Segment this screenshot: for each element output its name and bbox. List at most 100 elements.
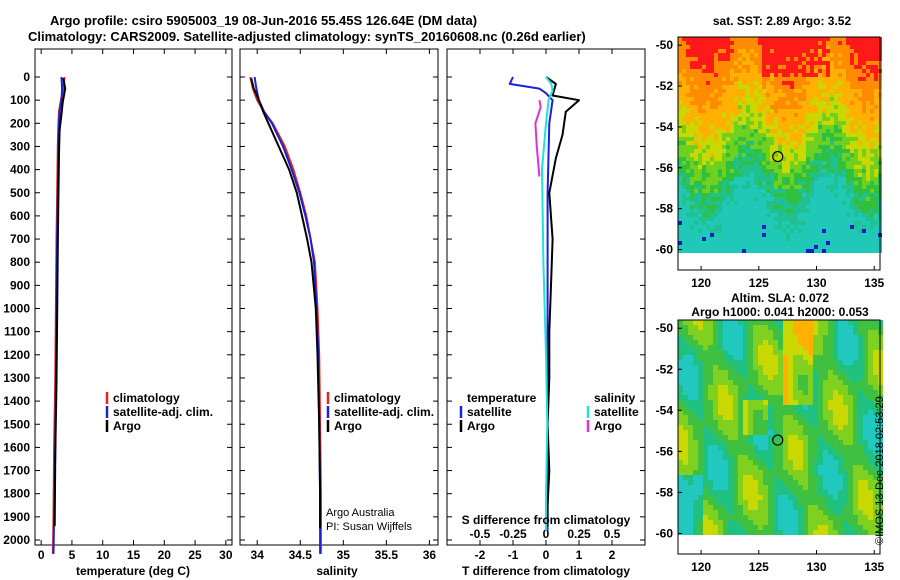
sst-cell bbox=[806, 165, 810, 169]
sst-cell bbox=[710, 97, 714, 101]
sst-cell bbox=[802, 85, 806, 89]
sst-cell bbox=[810, 145, 814, 149]
sst-cell bbox=[794, 245, 798, 249]
sst-cell bbox=[754, 193, 758, 197]
sst-cell bbox=[798, 97, 802, 101]
sst-cell bbox=[734, 137, 738, 141]
sla-cell bbox=[678, 515, 683, 520]
sst-cell bbox=[838, 137, 842, 141]
sst-cell bbox=[746, 169, 750, 173]
sst-cell bbox=[742, 173, 746, 177]
sla-cell bbox=[758, 380, 763, 385]
sla-cell bbox=[833, 455, 838, 460]
sla-cell bbox=[838, 505, 843, 510]
sst-cell bbox=[718, 201, 722, 205]
sst-cell bbox=[742, 121, 746, 125]
sst-cell bbox=[794, 205, 798, 209]
sla-cell bbox=[723, 490, 728, 495]
sla-cell bbox=[708, 405, 713, 410]
sst-cell bbox=[838, 245, 842, 249]
sst-cell bbox=[750, 229, 754, 233]
sst-cell bbox=[678, 197, 682, 201]
sst-cell bbox=[742, 237, 746, 241]
sla-cell bbox=[743, 350, 748, 355]
sla-cell bbox=[813, 455, 818, 460]
sst-cell bbox=[778, 61, 782, 65]
sst-cell bbox=[794, 129, 798, 133]
sla-cell bbox=[823, 510, 828, 515]
sla-cell bbox=[813, 445, 818, 450]
sst-cell bbox=[814, 85, 818, 89]
sst-cell bbox=[694, 257, 698, 261]
sla-cell bbox=[738, 425, 743, 430]
sst-cell bbox=[698, 69, 702, 73]
sst-cell bbox=[742, 185, 746, 189]
sla-cell bbox=[833, 360, 838, 365]
sla-cell bbox=[783, 480, 788, 485]
sst-cell bbox=[782, 197, 786, 201]
sla-cell bbox=[873, 470, 878, 475]
sla-cell bbox=[798, 460, 803, 465]
sst-cell bbox=[774, 229, 778, 233]
sst-cell bbox=[678, 269, 682, 273]
x-tick-label: 30 bbox=[219, 548, 233, 562]
sla-cell bbox=[803, 440, 808, 445]
sst-cell bbox=[822, 169, 826, 173]
sla-cell bbox=[823, 445, 828, 450]
sst-cell bbox=[758, 49, 762, 53]
sla-cell bbox=[743, 375, 748, 380]
sla-cell bbox=[753, 470, 758, 475]
sst-cell bbox=[734, 113, 738, 117]
sst-cell bbox=[738, 217, 742, 221]
sla-cell bbox=[733, 420, 738, 425]
legend-label-climatology: climatology bbox=[113, 391, 180, 405]
sst-cell bbox=[850, 113, 854, 117]
sla-cell bbox=[843, 320, 848, 325]
sst-cell bbox=[746, 61, 750, 65]
sst-cell bbox=[806, 37, 810, 41]
sla-cell bbox=[708, 500, 713, 505]
sst-cell bbox=[698, 253, 702, 257]
sst-cell bbox=[774, 129, 778, 133]
sla-cell bbox=[813, 340, 818, 345]
sla-cell bbox=[843, 520, 848, 525]
sla-cell bbox=[828, 510, 833, 515]
sst-cell bbox=[778, 261, 782, 265]
sst-cell bbox=[874, 201, 878, 205]
sla-cell bbox=[853, 410, 858, 415]
sst-cell bbox=[786, 269, 790, 273]
sst-cell bbox=[746, 69, 750, 73]
sla-cell bbox=[873, 460, 878, 465]
sst-cell bbox=[754, 77, 758, 81]
sla-cell bbox=[708, 470, 713, 475]
sst-cell bbox=[770, 85, 774, 89]
sst-cell bbox=[726, 141, 730, 145]
sst-cell bbox=[698, 49, 702, 53]
sla-cell bbox=[798, 370, 803, 375]
sst-cell bbox=[866, 261, 870, 265]
sst-cell bbox=[810, 97, 814, 101]
sla-cell bbox=[788, 445, 793, 450]
sla-cell bbox=[708, 340, 713, 345]
sla-cell bbox=[693, 440, 698, 445]
sst-cell bbox=[714, 189, 718, 193]
sla-cell bbox=[778, 495, 783, 500]
sla-cell bbox=[843, 490, 848, 495]
sst-cell bbox=[866, 105, 870, 109]
sst-cell bbox=[742, 149, 746, 153]
sla-cell bbox=[733, 360, 738, 365]
sst-cell bbox=[706, 49, 710, 53]
sla-cell bbox=[828, 515, 833, 520]
sst-cell bbox=[750, 65, 754, 69]
series-line-satellite-adj-clim- bbox=[253, 76, 322, 554]
sst-cell bbox=[686, 209, 690, 213]
sst-cell bbox=[822, 105, 826, 109]
sst-cell bbox=[798, 209, 802, 213]
sla-cell bbox=[688, 465, 693, 470]
sst-cell bbox=[838, 93, 842, 97]
sla-cell bbox=[818, 505, 823, 510]
sla-cell bbox=[873, 495, 878, 500]
sla-cell bbox=[688, 490, 693, 495]
sst-cell bbox=[842, 125, 846, 129]
sst-cell bbox=[790, 261, 794, 265]
